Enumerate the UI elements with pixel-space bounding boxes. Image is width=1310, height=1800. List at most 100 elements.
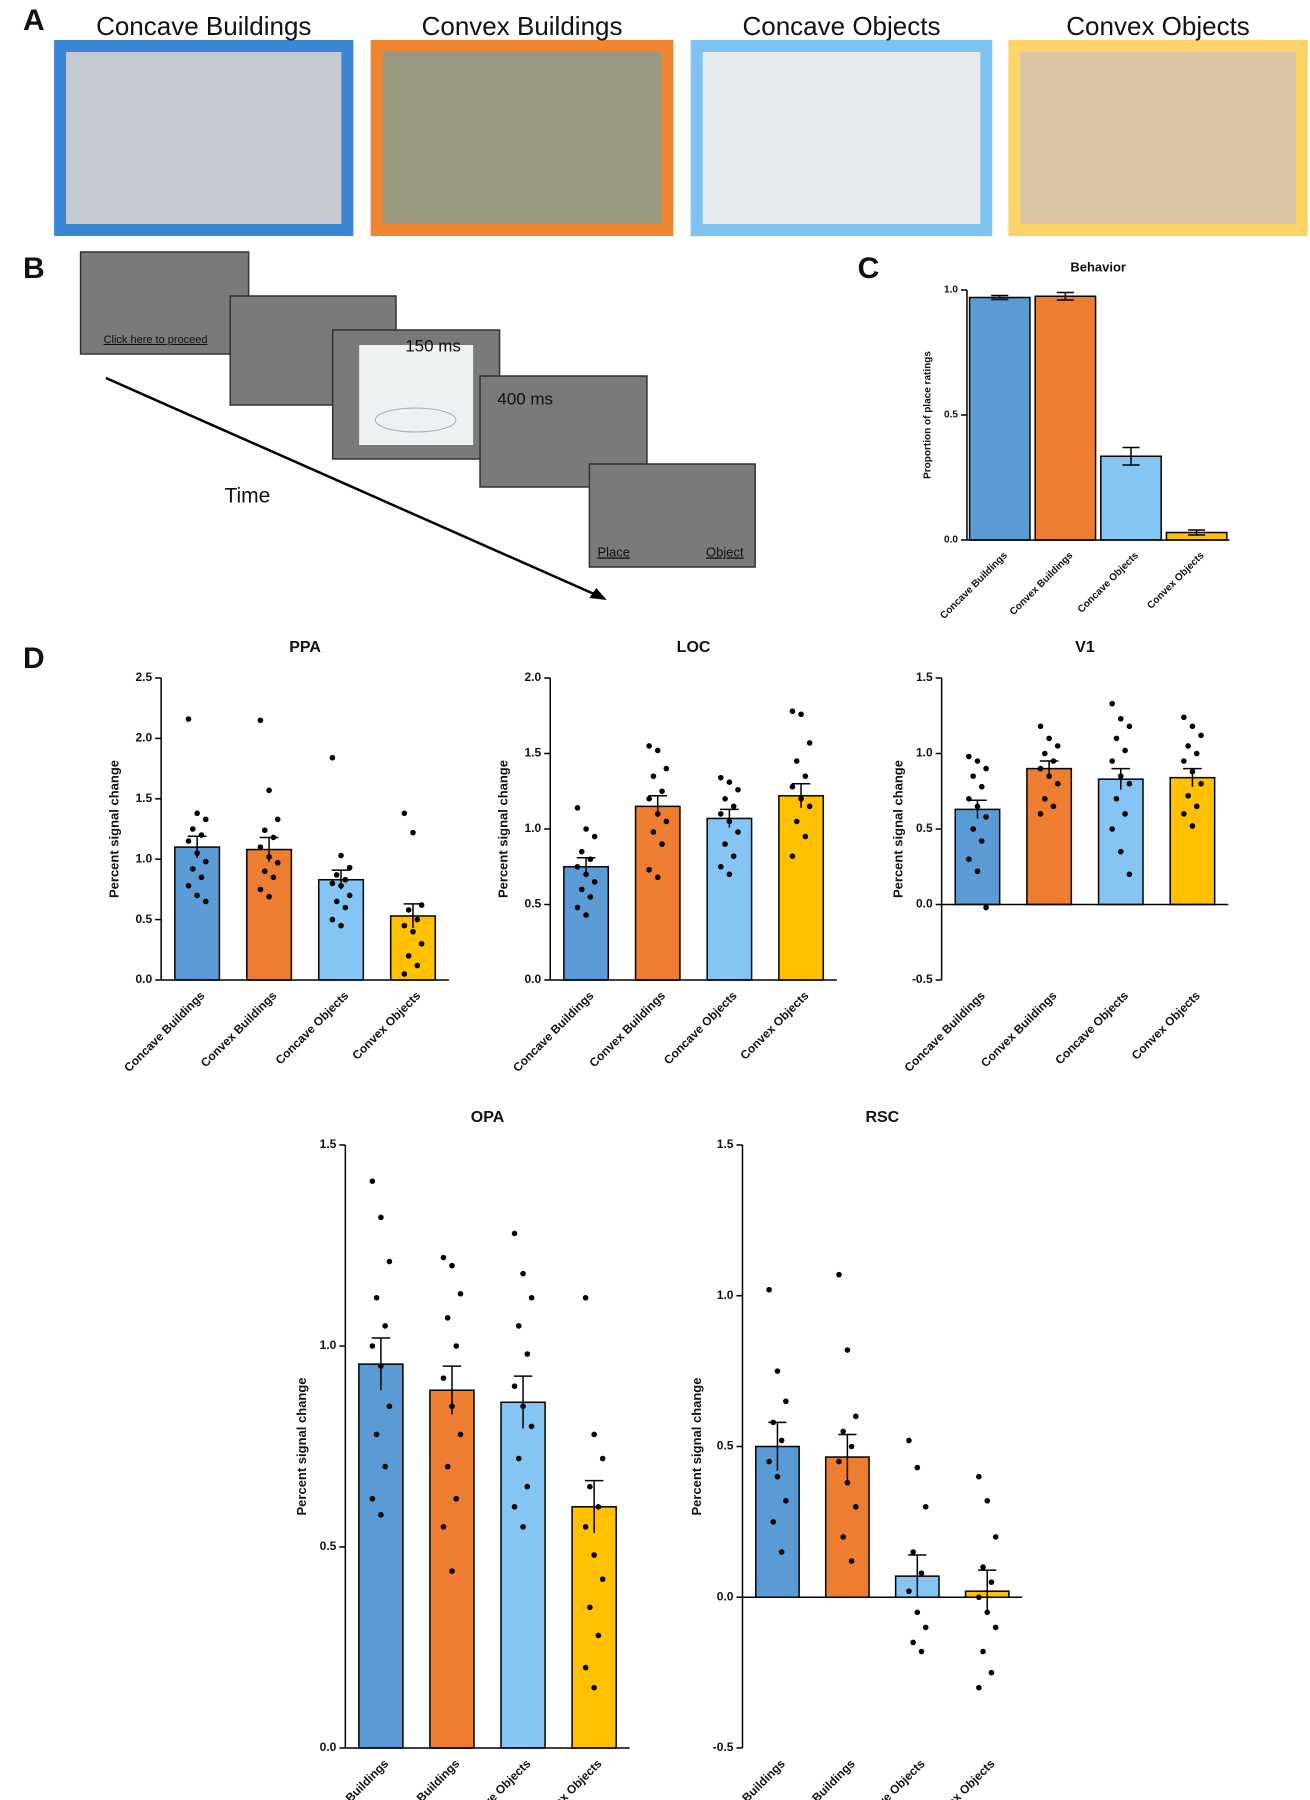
chart-title: LOC (677, 639, 711, 656)
data-point (378, 1363, 384, 1369)
data-point (587, 1483, 593, 1490)
data-point (520, 1524, 526, 1530)
time-arrow (105, 376, 600, 598)
data-point (401, 971, 408, 977)
data-point (185, 838, 192, 844)
screen (479, 375, 648, 488)
response: Object (706, 544, 744, 559)
data-point (515, 1323, 522, 1329)
y-tick-label: 0.0 (525, 972, 542, 986)
data-point (414, 916, 421, 923)
y-axis-label: Proportion of place ratings (922, 351, 933, 479)
data-point (722, 841, 728, 847)
data-point (266, 853, 272, 860)
data-point (654, 874, 661, 881)
data-point (511, 1383, 518, 1389)
data-point (663, 818, 670, 825)
data-point (1122, 747, 1128, 754)
data-point (783, 1497, 789, 1504)
data-point (1189, 768, 1196, 775)
data-point (1050, 803, 1057, 810)
data-point (974, 758, 981, 764)
data-point (405, 953, 412, 959)
data-point (582, 1664, 589, 1671)
data-point (1109, 700, 1115, 707)
data-point (274, 816, 281, 823)
data-point (978, 838, 985, 844)
y-tick-label: 2.0 (135, 731, 152, 745)
data-point (401, 922, 408, 929)
data-point (646, 796, 652, 802)
data-point (992, 1534, 999, 1540)
bar (317, 878, 365, 981)
data-point (202, 816, 209, 823)
stimulus-thumb-detail (374, 407, 457, 433)
y-tick-label: 0.5 (525, 897, 542, 911)
data-point (726, 779, 733, 785)
data-point (587, 894, 594, 900)
y-tick-label: 2.5 (135, 670, 152, 684)
data-point (717, 811, 724, 817)
y-tick-label: 1.0 (135, 851, 152, 865)
y-tick-label: 1.0 (916, 746, 933, 760)
y-tick-label: 0.0 (717, 1589, 734, 1603)
y-tick-label: 0.5 (717, 1439, 734, 1453)
data-point (1198, 780, 1204, 787)
time-label: Time (224, 485, 270, 508)
y-tick-label: 0.5 (320, 1539, 337, 1553)
data-point (574, 904, 581, 911)
y-tick-label: 1.0 (525, 821, 542, 835)
data-point (974, 868, 981, 875)
data-point (836, 1458, 842, 1465)
bar (1034, 295, 1097, 541)
data-point (574, 863, 581, 870)
data-point (185, 716, 192, 722)
data-point (766, 1458, 772, 1465)
data-point (401, 810, 408, 817)
data-point (980, 1648, 986, 1655)
data-point (988, 1579, 995, 1585)
data-point (1126, 871, 1133, 878)
data-point (1189, 823, 1196, 829)
data-point (202, 898, 209, 905)
data-point (257, 844, 264, 850)
data-point (386, 1258, 393, 1265)
stimulus-title: Convex Objects (1066, 11, 1250, 41)
data-point (410, 928, 416, 935)
y-tick-label: -0.5 (713, 1740, 734, 1754)
data-point (333, 872, 340, 878)
panel-label: B (23, 252, 45, 285)
data-point (980, 1564, 986, 1570)
stimulus-image (66, 52, 342, 224)
data-point (270, 834, 277, 841)
data-point (378, 1512, 384, 1518)
data-point (333, 898, 340, 905)
prompt: Click here to proceed (104, 334, 208, 346)
data-point (1037, 723, 1044, 730)
x-tick-label: Concave Objects (849, 1756, 928, 1800)
y-tick-label: 1.5 (525, 746, 542, 760)
data-point (511, 1230, 518, 1237)
bar (1100, 455, 1162, 541)
data-point (910, 1549, 916, 1555)
y-axis-label: Percent signal change (496, 760, 511, 898)
data-point (373, 1431, 380, 1438)
data-point (524, 1351, 531, 1357)
data-point (194, 810, 200, 817)
data-point (202, 858, 209, 865)
stimulus-thumb (359, 345, 474, 445)
data-point (730, 853, 737, 859)
x-tick-label: Convex Buildings (776, 1756, 858, 1800)
chart-title: Behavior (1070, 259, 1126, 274)
error-bar (908, 1554, 927, 1598)
data-point (966, 856, 972, 862)
data-point (520, 1403, 526, 1410)
bar (706, 817, 753, 981)
data-point (848, 1443, 855, 1450)
data-point (1113, 735, 1120, 742)
data-point (382, 1323, 388, 1329)
data-point (1117, 773, 1124, 779)
x-tick-label: Concave Buildings (702, 1756, 789, 1800)
data-point (844, 1347, 851, 1353)
